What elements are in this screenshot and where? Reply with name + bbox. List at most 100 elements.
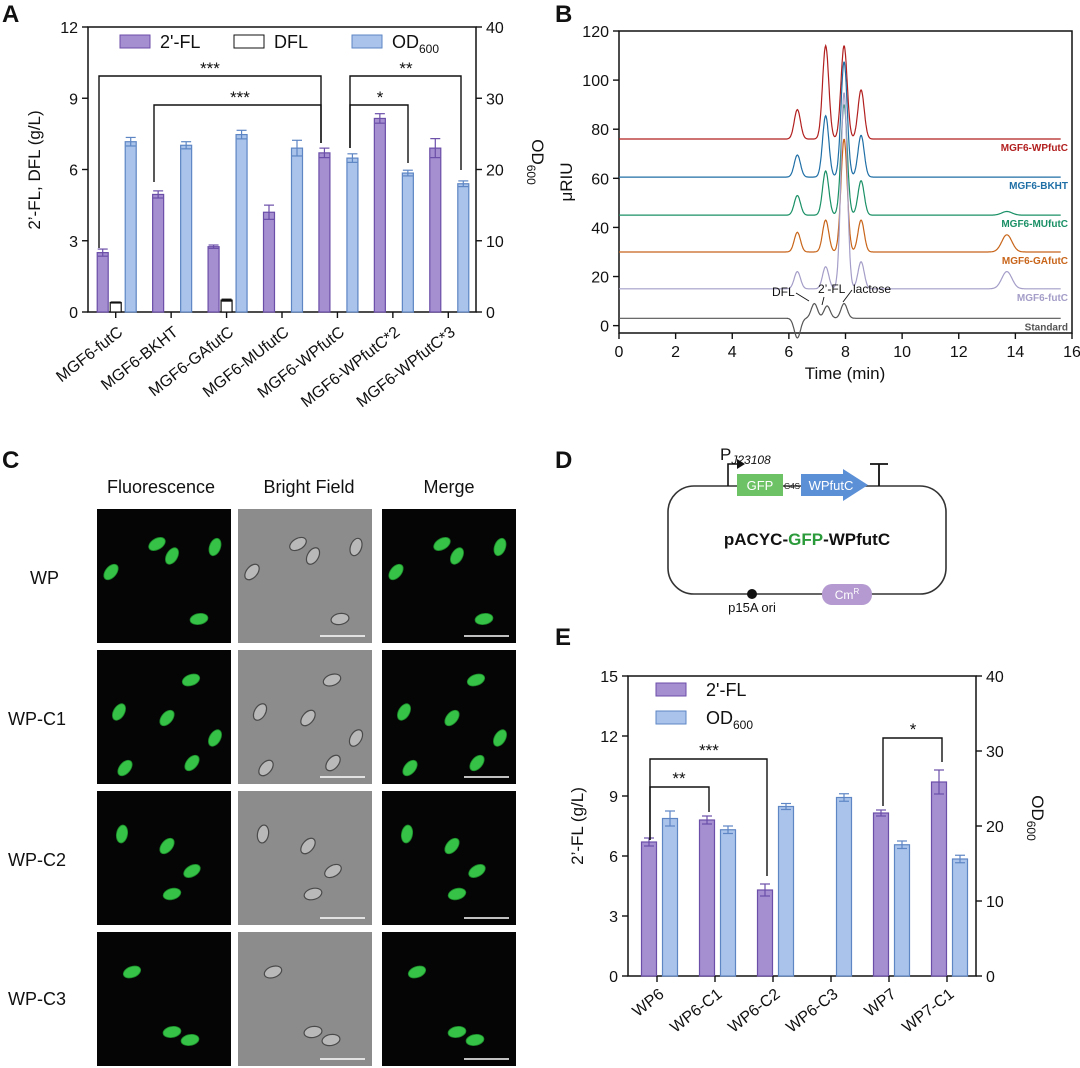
svg-text:OD600: OD600 — [1024, 795, 1047, 841]
ori-dot-icon — [747, 589, 757, 599]
panel-a-letter: A — [2, 1, 19, 28]
gfp-box — [737, 474, 783, 496]
fluorescent-cell — [180, 1033, 200, 1047]
panel-b-x-tick-label: 14 — [1006, 344, 1024, 361]
panel-e-category-label: WP6 — [630, 986, 668, 1021]
panel-e-chart: 0 3 6 9 12 15 0 10 20 30 40 WP6 WP6-C1 WP6-C2 WP6-C3… — [568, 669, 1047, 1036]
panel-e-letter: E — [555, 624, 571, 651]
bright-field-cell — [300, 837, 316, 855]
panel-e-category-label: WP6-C2 — [725, 986, 783, 1037]
legend-dfl-swatch — [233, 34, 265, 49]
panel-a-bar — [124, 141, 137, 313]
fluorescent-cell — [469, 754, 485, 772]
panel-c-col-fluorescence: Fluorescence — [107, 477, 215, 497]
resistance-box — [822, 584, 872, 605]
panel-e-bar — [930, 781, 948, 977]
bright-field-cell — [256, 824, 270, 844]
panel-a-bar — [290, 147, 304, 313]
panel-e-right-tick-label: 20 — [986, 819, 1004, 836]
panel-b-trace — [619, 104, 1061, 216]
panel-e-left-tick-label: 6 — [609, 849, 618, 866]
plasmid-name: pACYC-GFP-WPfutC — [724, 530, 890, 549]
panel-e-left-axis: 0 3 6 9 12 15 — [600, 669, 628, 986]
fluorescent-cell — [493, 729, 507, 747]
panel-d-letter: D — [555, 447, 572, 474]
linker-label: G4S — [784, 482, 800, 491]
panel-a-right-tick-label: 20 — [486, 163, 504, 180]
bright-field-cell — [325, 754, 341, 772]
panel-b-trace-label: MGF6-futC — [1017, 293, 1068, 304]
panel-b-y-tick-label: 100 — [582, 73, 609, 90]
panel-e-right-axis-title: OD600 — [1024, 795, 1047, 841]
bright-field-cell — [349, 537, 363, 557]
panel-b-trace-label: MGF6-WPfutC — [1001, 143, 1068, 154]
panel-a-bar — [207, 246, 220, 313]
panel-a-left-tick-label: 12 — [60, 20, 78, 37]
bright-field-cell — [252, 703, 268, 721]
panel-e-bar — [951, 858, 969, 977]
panel-c-row-wp-c3: WP-C3 — [8, 989, 66, 1009]
fluorescent-cell — [402, 759, 418, 777]
svg-text:OD600: OD600 — [524, 139, 547, 185]
panel-b-x-tick-label: 2 — [671, 344, 680, 361]
fluorescent-cell — [103, 563, 119, 581]
fluorescent-cell — [159, 837, 175, 855]
legend-e-od-label: OD600 — [706, 708, 753, 732]
fluorescent-cell — [400, 824, 414, 844]
panel-a-right-tick-label: 0 — [486, 305, 495, 322]
panel-c-row-wp-c2: WP-C2 — [8, 850, 66, 870]
panel-b-y-title: μRIU — [557, 162, 576, 201]
resistance-label: CmR — [835, 587, 860, 602]
bright-field-cell — [324, 863, 342, 879]
panel-a-categories: MGF6-futCMGF6-BKHTMGF6-GAfutCMGF6-MUfutC… — [53, 312, 459, 411]
fluorescent-cell — [433, 537, 451, 551]
panel-e-bar — [893, 844, 911, 977]
gfp-label: GFP — [747, 478, 774, 493]
panel-e-category-label: WP7-C1 — [899, 986, 957, 1037]
fluorescent-cell — [183, 864, 201, 878]
panel-b-axes: 0 2 4 6 8 10 12 14 16 0 20 40 60 80 100 120 — [582, 24, 1080, 361]
panel-a-bar — [318, 152, 331, 313]
panel-a-bar — [457, 183, 470, 313]
fluorescent-cell — [162, 1025, 182, 1039]
promoter-label: PJ23108 — [720, 445, 771, 467]
panel-e-categories: WP6 WP6-C1 WP6-C2 WP6-C3 WP7 WP7-C1 — [630, 976, 958, 1036]
panel-b-trace-label: Standard — [1025, 322, 1068, 333]
panel-e-category-label: WP6-C1 — [667, 986, 725, 1037]
panel-a-category-label: MGF6-WPfutC*2 — [298, 324, 403, 411]
panel-b-y-tick-label: 60 — [591, 171, 609, 188]
panel-a-right-tick-label: 10 — [486, 234, 504, 251]
bright-field-cell — [330, 612, 350, 626]
panel-b-trace — [619, 61, 1061, 178]
panel-a-bar — [220, 299, 233, 313]
panel-e-legend: 2'-FL OD600 — [655, 680, 753, 732]
fluorescent-cell — [181, 673, 201, 687]
panel-b-x-tick-label: 8 — [841, 344, 850, 361]
panel-a-bar — [262, 211, 276, 313]
panel-e-bar — [835, 796, 853, 977]
ori-label: p15A ori — [728, 600, 776, 615]
panel-a-right-tick-label: 40 — [486, 20, 504, 37]
panel-c-col-merge: Merge — [423, 477, 474, 497]
micrograph-tile — [97, 932, 231, 1066]
panel-e-right-tick-label: 40 — [986, 669, 1004, 686]
panel-d-plasmid-map: PJ23108 GFP G4S WPfutC pACYC-GFP-WPfutC … — [667, 445, 947, 615]
panel-b-trace — [619, 43, 1061, 140]
fluorescent-cell — [493, 537, 507, 557]
panel-a-legend: 2'-FL DFL OD600 — [119, 32, 439, 56]
panel-b-traces — [619, 43, 1061, 339]
fluorescent-cell — [468, 864, 486, 878]
legend-e-2fl-swatch — [655, 682, 687, 697]
panel-a-bar — [429, 147, 442, 313]
fluorescent-cell — [148, 537, 166, 551]
panel-a-bar — [96, 252, 109, 313]
fluorescent-cell — [162, 887, 182, 901]
fluorescent-cell — [388, 563, 404, 581]
panel-a-sig-4: ** — [399, 59, 413, 78]
fluorescent-cell — [165, 547, 179, 565]
promoter-arrowhead-icon — [737, 459, 745, 469]
panel-c-col-bright-field: Bright Field — [263, 477, 354, 497]
panel-b-trace — [619, 92, 1061, 290]
micrograph-tile — [382, 509, 516, 643]
panel-e-bar — [872, 812, 890, 977]
